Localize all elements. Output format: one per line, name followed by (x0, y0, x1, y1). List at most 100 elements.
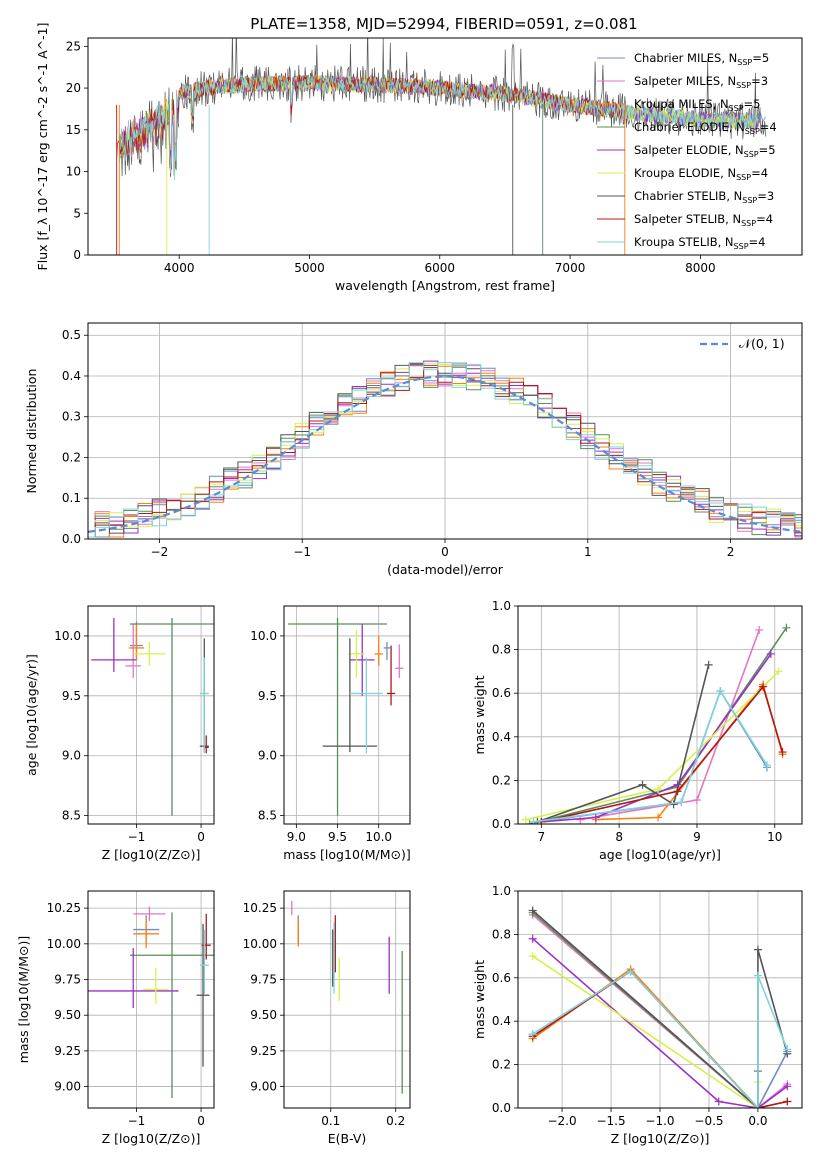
y-tick-label: 10.25 (47, 901, 81, 915)
x-axis-label: Z [log10(Z/Z⊙)] (611, 1131, 710, 1146)
weight-marker (654, 785, 663, 794)
weight-marker (626, 967, 635, 976)
y-tick-label: 9.0 (62, 749, 81, 763)
weight-marker (778, 748, 787, 757)
y-axis-label: mass [log10(M/M⊙)] (16, 936, 31, 1064)
y-tick-label: 10.0 (250, 629, 277, 643)
x-tick-label: 2 (727, 545, 735, 559)
weight-line (532, 938, 788, 1108)
y-tick-label: 9.50 (54, 1008, 81, 1022)
y-tick-label: 9.50 (250, 1008, 277, 1022)
weight-marker (638, 780, 647, 789)
y-tick-label: 9.00 (54, 1080, 81, 1094)
weight-marker (714, 1097, 723, 1106)
axes-frame (87, 37, 803, 256)
legend-count: =5 (759, 143, 776, 157)
legend-count: =3 (751, 74, 768, 88)
y-tick-label: 9.0 (258, 749, 277, 763)
weight-marker (783, 1082, 792, 1091)
y-tick-label: 10.00 (47, 937, 81, 951)
legend-count: =5 (744, 97, 761, 111)
y-tick-label: 0.5 (62, 328, 81, 342)
y-tick-label: 0.3 (62, 410, 81, 424)
histogram-step (88, 363, 802, 538)
y-tick-label: 0.6 (492, 971, 511, 985)
weight-marker (528, 934, 537, 943)
legend-label: Kroupa STELIB, NSSP=4 (634, 235, 765, 251)
y-axis-label: age [log10(age/yr)] (24, 654, 39, 776)
histogram-step (88, 360, 802, 538)
x-tick-label: −1 (128, 1114, 146, 1128)
mass-vs-ebv-panel: 0.1 0.2 9.00 9.25 9.50 9.75 10.00 10.25 E(B-V) (243, 890, 411, 1146)
x-tick-label: −2 (151, 545, 169, 559)
axes-frame (517, 605, 803, 825)
x-tick-label: 7000 (555, 261, 586, 275)
legend-count: =3 (757, 189, 774, 203)
age-vs-Z-panel: −1 0 8.5 9.0 9.5 10.0 Z [log10(Z/Z⊙)] age [log1… (24, 605, 215, 862)
x-tick-label: 6000 (425, 261, 456, 275)
figure-title: PLATE=1358, MJD=52994, FIBERID=0591, z=0… (250, 15, 637, 33)
spectrum-panel: 4000 5000 6000 7000 8000 0 5 10 15 20 25 wavelength… (35, 23, 803, 293)
weight-line (595, 682, 784, 821)
legend-label: Kroupa MILES, NSSP=5 (634, 97, 760, 113)
weight-marker (529, 817, 538, 824)
x-tick-label: −1.0 (645, 1114, 674, 1128)
x-axis-label: Z [log10(Z/Z⊙)] (102, 1131, 201, 1146)
x-tick-label: 0.0 (748, 1114, 767, 1128)
histogram-step (88, 362, 802, 538)
legend-subscript: SSP (729, 104, 744, 113)
y-tick-label: 25 (66, 39, 81, 53)
weight-marker (753, 945, 762, 954)
x-tick-label: −1 (293, 545, 311, 559)
normal-curve (88, 375, 802, 533)
axes-frame (283, 890, 411, 1109)
y-tick-label: 15 (66, 123, 81, 137)
mass-vs-Z-panel: −1 0 9.00 9.25 9.50 9.75 10.00 10.25 Z [log10(Z/… (16, 890, 215, 1146)
legend-label: Salpeter MILES, NSSP=3 (634, 74, 768, 90)
axes-frame (87, 890, 215, 1109)
legend-count: =4 (749, 235, 766, 249)
legend-label: Chabrier ELODIE, NSSP=4 (634, 120, 777, 136)
x-axis-label: (data-model)/error (387, 562, 504, 577)
legend-count: =5 (752, 51, 769, 65)
y-tick-label: 10.00 (243, 937, 277, 951)
legend-subscript: SSP (736, 81, 751, 90)
y-tick-label: 9.75 (250, 973, 277, 987)
y-tick-label: 0.4 (492, 1014, 511, 1028)
y-tick-label: 0.0 (62, 532, 81, 546)
x-tick-label: 8 (615, 830, 623, 844)
weight-marker (677, 798, 686, 807)
x-axis-label: age [log10(age/yr)] (599, 847, 721, 862)
legend-subscript: SSP (736, 173, 751, 182)
legend-label: Kroupa ELODIE, NSSP=4 (634, 166, 768, 182)
age-vs-mass-panel: 9.0 9.5 10.0 8.5 9.0 9.5 10.0 mass [log10(M/M⊙)… (250, 605, 411, 862)
legend-label: Salpeter ELODIE, NSSP=5 (634, 143, 776, 159)
y-tick-label: 0.8 (492, 643, 511, 657)
x-axis-label: E(B-V) (328, 1131, 367, 1146)
weight-marker (673, 787, 682, 796)
legend-subscript: SSP (737, 58, 752, 67)
x-tick-label: −1.5 (596, 1114, 625, 1128)
x-tick-label: 4000 (164, 261, 195, 275)
weight-marker (783, 1097, 792, 1106)
weight-line (532, 914, 788, 1108)
weight-marker (753, 1104, 762, 1108)
y-tick-label: 10 (66, 165, 81, 179)
y-tick-label: 9.75 (54, 973, 81, 987)
legend-label: Chabrier MILES, NSSP=5 (634, 51, 769, 67)
x-tick-label: 0.1 (321, 1114, 340, 1128)
weight-line (537, 664, 710, 823)
legend-count: =4 (756, 212, 773, 226)
y-tick-label: 9.25 (54, 1044, 81, 1058)
legend-label: Salpeter STELIB, NSSP=4 (634, 212, 773, 228)
weight-vs-Z-panel: −2.0 −1.5 −1.0 −0.5 0.0 0.0 0.2 0.4 0.6 0.8 1.0 Z [… (472, 884, 803, 1146)
axes-frame (87, 322, 803, 540)
y-axis-label: mass weight (472, 675, 487, 754)
x-axis-label: wavelength [Angstrom, rest frame] (335, 278, 555, 293)
weight-line (532, 955, 759, 1108)
weight-marker (774, 667, 783, 676)
y-axis-label: Normed distribution (24, 369, 39, 494)
y-axis-label: Flux [f_λ 10^-17 erg cm^-2 s^-1 A^-1] (35, 23, 50, 271)
x-tick-label: −0.5 (694, 1114, 723, 1128)
weight-marker (716, 687, 725, 696)
